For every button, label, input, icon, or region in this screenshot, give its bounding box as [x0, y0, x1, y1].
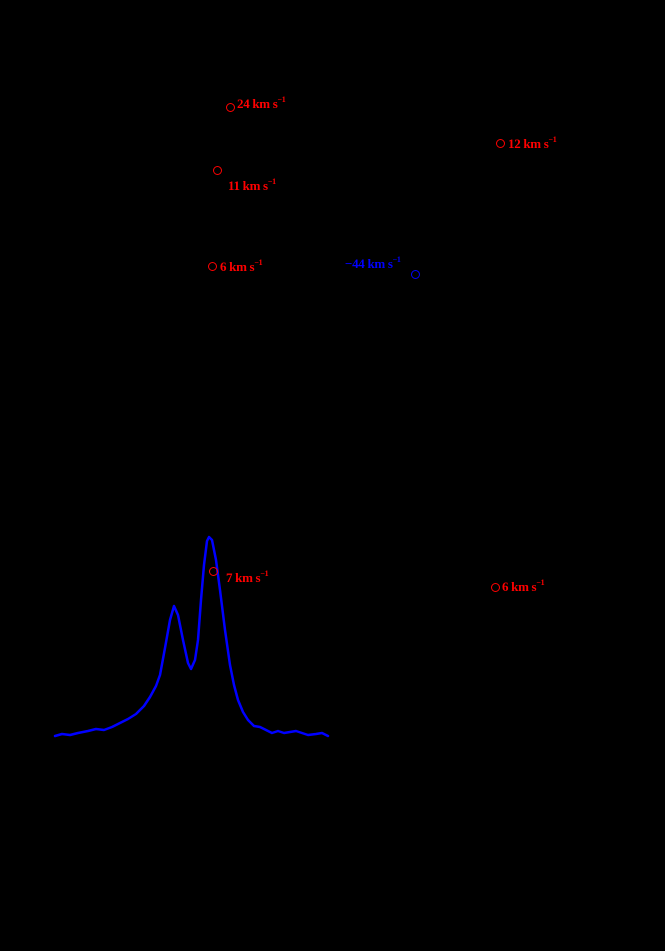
velocity-label: −44 km s−1: [345, 255, 401, 271]
velocity-marker-circle-icon: [208, 262, 217, 271]
velocity-label: 6 km s−1: [502, 578, 545, 594]
spectrum-line: [53, 535, 330, 738]
velocity-marker-circle-icon: [496, 139, 505, 148]
velocity-marker-circle-icon: [209, 567, 218, 576]
velocity-marker-circle-icon: [213, 166, 222, 175]
velocity-label: 7 km s−1: [226, 569, 269, 585]
velocity-label: 24 km s−1: [237, 95, 286, 111]
velocity-marker-circle-icon: [226, 103, 235, 112]
velocity-marker-circle-icon: [411, 270, 420, 279]
velocity-label: 12 km s−1: [508, 135, 557, 151]
velocity-label: 11 km s−1: [228, 177, 276, 193]
velocity-marker-circle-icon: [491, 583, 500, 592]
velocity-label: 6 km s−1: [220, 258, 263, 274]
